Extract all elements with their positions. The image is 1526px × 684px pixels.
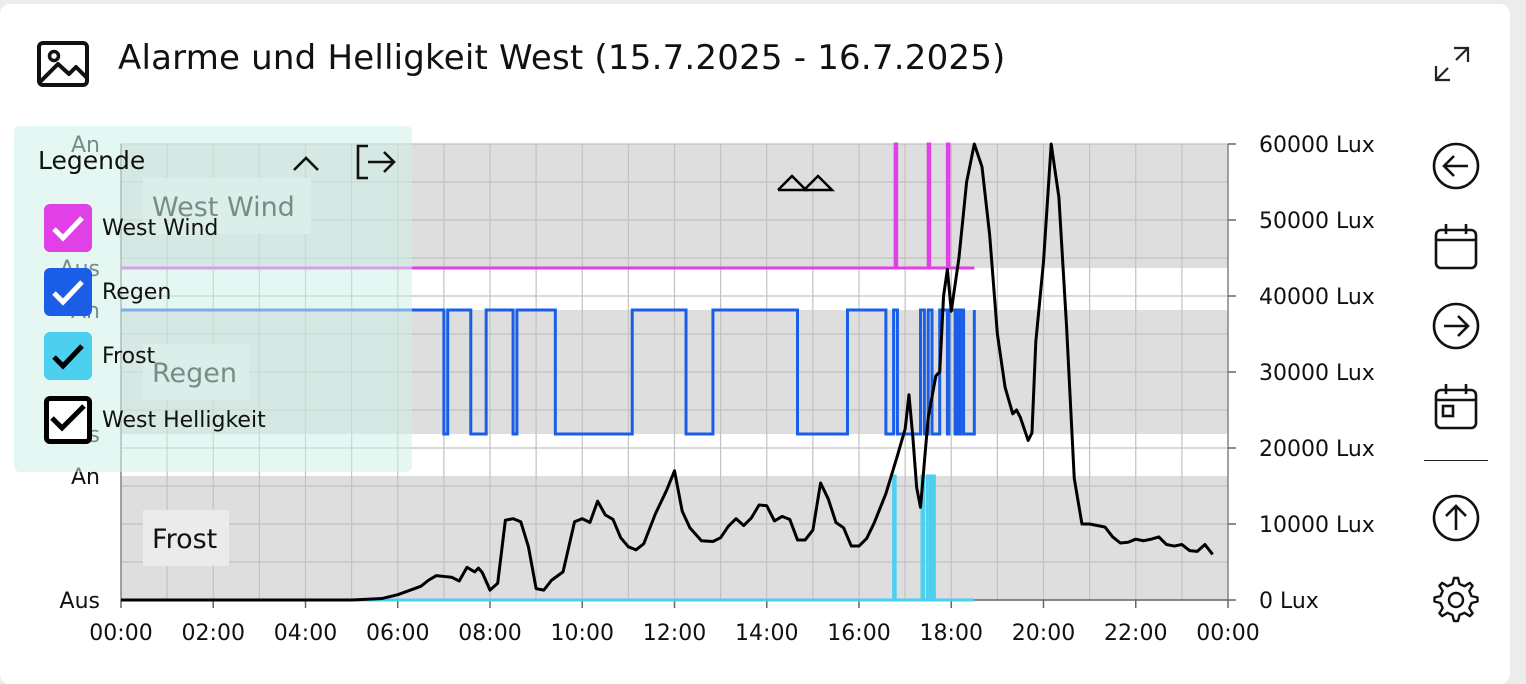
x-tick-label: 18:00 [920,621,983,646]
series-frost-line [121,474,975,602]
lane-name-label: Frost [152,524,217,555]
header: Alarme und Helligkeit West (15.7.2025 - … [0,0,1500,120]
series-west-helligkeit-line [121,142,1214,602]
legend-label: Frost [102,344,156,369]
gear-icon[interactable] [1428,572,1484,628]
x-tick-label: 06:00 [366,621,429,646]
legend-item-frost[interactable]: Frost [44,332,404,382]
legend-item-regen[interactable]: Regen [44,268,404,318]
x-tick-label: 20:00 [1012,621,1075,646]
lane-off-label: Aus [60,589,100,614]
x-tick-label: 12:00 [643,621,706,646]
legend-title: Legende [38,146,146,175]
fullscreen-icon[interactable] [1432,44,1472,84]
y-tick-label: 10000 Lux [1259,513,1375,538]
overflow-marker [803,174,836,192]
checkbox-checked-icon[interactable] [44,268,92,316]
x-tick-label: 02:00 [182,621,245,646]
legend-label: West Helligkeit [102,408,266,433]
x-tick-label: 16:00 [827,621,890,646]
arrow-up-icon[interactable] [1428,490,1484,546]
arrow-left-icon[interactable] [1428,138,1484,194]
chevron-up-icon[interactable] [290,146,322,178]
arrow-right-icon[interactable] [1428,298,1484,354]
overflow-marker [777,174,810,192]
legend-panel: Legende West Wind Regen Frost West Helli… [14,126,412,472]
legend-label: West Wind [102,216,219,241]
checkbox-checked-icon[interactable] [44,332,92,380]
x-tick-label: 14:00 [735,621,798,646]
calendar-icon[interactable] [1428,220,1484,276]
checkbox-checked-icon[interactable] [44,396,92,444]
y-tick-label: 60000 Lux [1259,133,1375,158]
lane-name-box [143,510,229,566]
page-title: Alarme und Helligkeit West (15.7.2025 - … [118,38,1006,78]
x-tick-label: 00:00 [1196,621,1259,646]
legend-item-west-helligkeit[interactable]: West Helligkeit [44,396,404,446]
series-west-wind-line [121,142,975,270]
legend-item-west-wind[interactable]: West Wind [44,204,404,254]
series-regen-line [121,308,976,436]
x-tick-label: 00:00 [89,621,152,646]
y-tick-label: 20000 Lux [1259,437,1375,462]
y-tick-label: 50000 Lux [1259,209,1375,234]
image-icon [36,40,90,88]
export-icon[interactable] [354,142,400,182]
x-tick-label: 22:00 [1104,621,1167,646]
y-tick-label: 40000 Lux [1259,285,1375,310]
x-tick-label: 10:00 [551,621,614,646]
x-tick-label: 04:00 [274,621,337,646]
sidebar-divider [1424,460,1488,461]
checkbox-checked-icon[interactable] [44,204,92,252]
x-tick-label: 08:00 [458,621,521,646]
y-tick-label: 0 Lux [1259,589,1319,614]
calendar-day-icon[interactable] [1428,380,1484,436]
y-tick-label: 30000 Lux [1259,361,1375,386]
legend-label: Regen [102,280,172,305]
